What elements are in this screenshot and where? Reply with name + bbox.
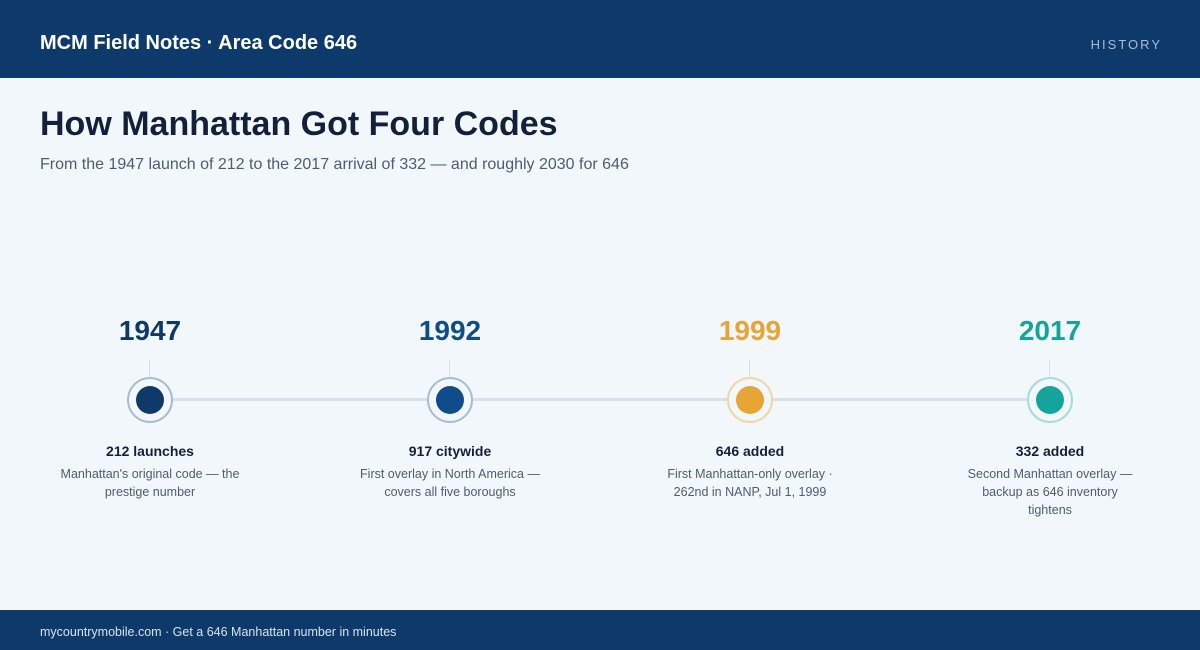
milestone-marker-dot [736, 386, 764, 414]
milestone-description: Second Manhattan overlay — backup as 646… [967, 467, 1133, 517]
milestone-marker-dot [136, 386, 164, 414]
milestone-1947: 1947 212 launches Manhattan's original c… [0, 0, 300, 610]
timeline-track [150, 398, 1050, 401]
milestone-marker-dot [436, 386, 464, 414]
milestone-tick [749, 360, 750, 380]
milestone-1999: 1999 646 added First Manhattan-only over… [600, 0, 900, 610]
footer-link[interactable]: mycountrymobile.com · Get a 646 Manhatta… [40, 625, 397, 639]
page-subtitle: From the 1947 launch of 212 to the 2017 … [40, 156, 629, 173]
milestone-title: 646 added [715, 443, 785, 459]
milestone-description: First Manhattan-only overlay · 262nd in … [667, 467, 833, 499]
milestone-tick [449, 360, 450, 380]
milestone-1992: 1992 917 citywide First overlay in North… [300, 0, 600, 610]
milestone-title: 917 citywide [408, 443, 492, 459]
milestone-description: Manhattan's original code — the prestige… [60, 467, 240, 499]
milestone-year: 1999 [718, 315, 782, 346]
milestone-year: 1992 [418, 315, 482, 346]
footer: mycountrymobile.com · Get a 646 Manhatta… [0, 610, 1200, 650]
milestone-year: 1947 [118, 315, 182, 346]
milestone-marker-dot [1036, 386, 1064, 414]
brand-title: MCM Field Notes · Area Code 646 [40, 32, 358, 54]
milestone-title: 332 added [1015, 443, 1085, 459]
top-bar: MCM Field Notes · Area Code 646 HISTORY [0, 0, 1200, 78]
milestone-year: 2017 [1018, 315, 1082, 346]
section-tag: HISTORY [1090, 37, 1162, 52]
milestone-tick [1049, 360, 1050, 380]
milestone-description: First overlay in North America — covers … [360, 467, 540, 499]
milestone-2017: 2017 332 added Second Manhattan overlay … [900, 0, 1200, 610]
milestone-title: 212 launches [106, 443, 194, 459]
page-title: How Manhattan Got Four Codes [40, 105, 558, 143]
milestone-tick [149, 360, 150, 380]
milestone-marker-ring [727, 377, 773, 423]
